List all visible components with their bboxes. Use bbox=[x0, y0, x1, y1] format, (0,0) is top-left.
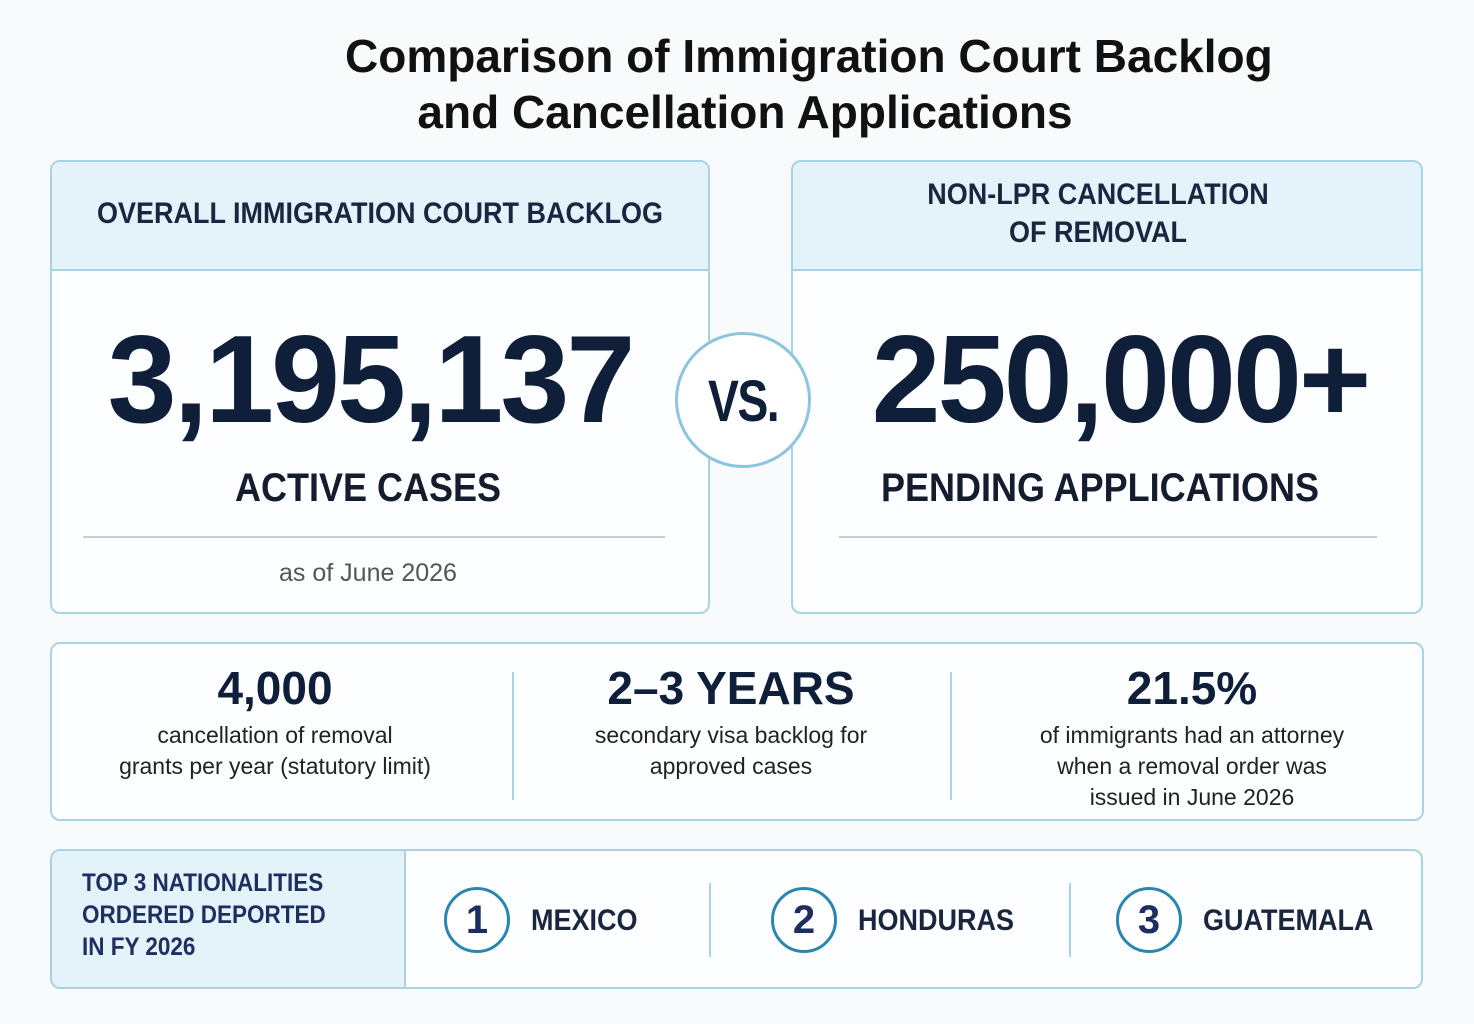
rank-circle bbox=[1116, 887, 1182, 953]
divider bbox=[83, 536, 665, 538]
stat-figure: 4,000 bbox=[217, 662, 333, 715]
rank-number: 1 bbox=[465, 898, 489, 942]
divider bbox=[512, 672, 514, 800]
heading-panel bbox=[52, 851, 406, 987]
card-header-text: OF REMOVAL bbox=[1008, 216, 1188, 249]
cancellation-card bbox=[791, 160, 1423, 614]
stat-text: secondary visa backlog for bbox=[594, 722, 868, 749]
vs-text: VS. bbox=[708, 369, 780, 435]
card-header bbox=[52, 162, 708, 271]
title: Comparison of Immigration Court Backlog bbox=[345, 30, 1273, 83]
stat-text: grants per year (statutory limit) bbox=[119, 753, 431, 780]
figure-note: as of June 2026 bbox=[279, 559, 457, 587]
nationality-name: HONDURAS bbox=[858, 904, 1015, 937]
stat-figure: 21.5% bbox=[1126, 662, 1258, 715]
stat-text: cancellation of removal bbox=[157, 722, 393, 749]
title: and Cancellation Applications bbox=[417, 86, 1073, 139]
rank-circle bbox=[444, 887, 510, 953]
rank-number: 2 bbox=[792, 898, 816, 942]
big-figure: 250,000+ bbox=[871, 310, 1372, 449]
figure-label: ACTIVE CASES bbox=[234, 466, 502, 510]
nationalities-heading: TOP 3 NATIONALITIES bbox=[82, 869, 324, 897]
card-header-text: OVERALL IMMIGRATION COURT BACKLOG bbox=[97, 197, 663, 230]
big-figure: 3,195,137 bbox=[107, 310, 636, 449]
divider bbox=[709, 883, 711, 957]
nationalities-heading: ORDERED DEPORTED bbox=[82, 901, 326, 929]
nationalities-heading: IN FY 2026 bbox=[82, 933, 196, 961]
figure-label: PENDING APPLICATIONS bbox=[880, 466, 1320, 510]
vs-circle bbox=[675, 332, 811, 468]
stat-figure: 2–3 YEARS bbox=[607, 662, 855, 715]
nationality-name: MEXICO bbox=[531, 904, 638, 937]
rank-circle bbox=[771, 887, 837, 953]
backlog-card bbox=[50, 160, 710, 614]
card-header-text: NON-LPR CANCELLATION bbox=[927, 178, 1269, 211]
stat-text: issued in June 2026 bbox=[1089, 784, 1295, 811]
divider bbox=[839, 536, 1377, 538]
nationalities-panel bbox=[50, 849, 1423, 989]
stat-text: approved cases bbox=[649, 753, 813, 780]
card-header bbox=[793, 162, 1421, 271]
nationality-name: GUATEMALA bbox=[1203, 904, 1374, 937]
stat-text: of immigrants had an attorney bbox=[1039, 722, 1345, 749]
divider bbox=[950, 672, 952, 800]
stat-text: when a removal order was bbox=[1057, 753, 1327, 780]
rank-number: 3 bbox=[1137, 898, 1161, 942]
stats-panel bbox=[50, 642, 1424, 821]
divider bbox=[1069, 883, 1071, 957]
